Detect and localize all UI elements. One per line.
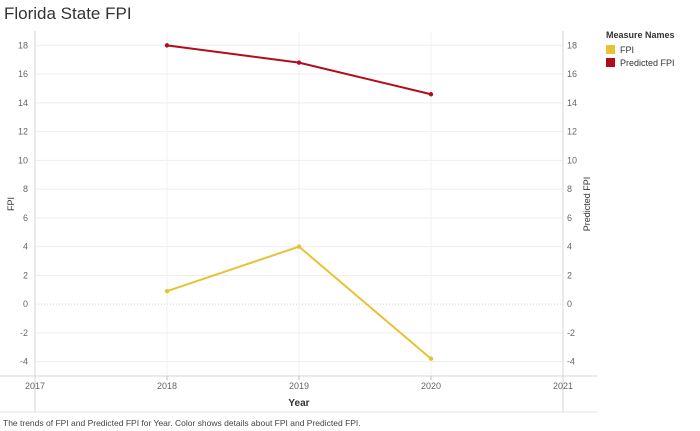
chart-caption: The trends of FPI and Predicted FPI for …	[3, 418, 361, 428]
y-tick-label-left: 12	[18, 127, 28, 137]
legend: Measure Names FPI Predicted FPI	[606, 30, 675, 69]
legend-swatch-predicted-fpi	[606, 58, 615, 67]
legend-title: Measure Names	[606, 30, 675, 40]
y-tick-label-right: -4	[567, 357, 575, 367]
data-point-predicted-fpi	[428, 92, 434, 97]
y-axis-title-right: Predicted FPI	[582, 177, 592, 232]
x-tick-label: 2019	[289, 381, 309, 391]
y-tick-label-right: 12	[567, 127, 577, 137]
data-point-predicted-fpi	[296, 60, 302, 65]
y-tick-label-left: 4	[23, 242, 28, 252]
y-tick-label-left: 2	[23, 270, 28, 280]
x-tick-label: 2020	[421, 381, 441, 391]
series-lines	[164, 43, 434, 361]
y-tick-label-left: -2	[20, 328, 28, 338]
x-axis-title: Year	[288, 398, 309, 409]
legend-label-fpi: FPI	[620, 44, 635, 55]
y-axis-title-left: FPI	[6, 197, 16, 211]
legend-swatch-fpi	[606, 45, 615, 54]
x-tick-label: 2017	[25, 381, 45, 391]
y-tick-label-left: 14	[18, 98, 28, 108]
y-tick-label-left: 16	[18, 69, 28, 79]
axes	[0, 31, 598, 413]
y-tick-label-right: 8	[567, 184, 572, 194]
legend-item-predicted-fpi[interactable]: Predicted FPI	[606, 56, 675, 69]
y-tick-label-right: 10	[567, 155, 577, 165]
y-tick-label-right: 18	[567, 40, 577, 50]
legend-label-predicted-fpi: Predicted FPI	[620, 57, 675, 68]
y-tick-label-right: 4	[567, 242, 572, 252]
x-tick-label: 2021	[553, 381, 573, 391]
y-tick-label-left: 8	[23, 184, 28, 194]
y-tick-label-left: 6	[23, 213, 28, 223]
data-point-fpi	[296, 244, 302, 249]
y-tick-label-right: 14	[567, 98, 577, 108]
data-point-predicted-fpi	[164, 43, 170, 48]
chart-title: Florida State FPI	[4, 4, 132, 23]
y-tick-label-left: 0	[23, 299, 28, 309]
y-tick-label-right: 0	[567, 299, 572, 309]
data-point-fpi	[428, 356, 434, 361]
y-tick-label-right: -2	[567, 328, 575, 338]
data-point-fpi	[164, 288, 170, 294]
y-tick-label-right: 16	[567, 69, 577, 79]
x-tick-label: 2018	[157, 381, 177, 391]
y-tick-label-right: 2	[567, 270, 572, 280]
y-tick-label-left: 18	[18, 40, 28, 50]
y-tick-label-right: 6	[567, 213, 572, 223]
y-tick-label-left: -4	[20, 357, 28, 367]
legend-item-fpi[interactable]: FPI	[606, 43, 675, 56]
tick-labels: 18 18 16 16 14 14 12 12 10 10 8 8 6 6 4 4 2 2 0 0 -2 -2 -4 -4 20…	[18, 40, 577, 391]
y-tick-label-left: 10	[18, 155, 28, 165]
grid-lines	[34, 31, 564, 376]
